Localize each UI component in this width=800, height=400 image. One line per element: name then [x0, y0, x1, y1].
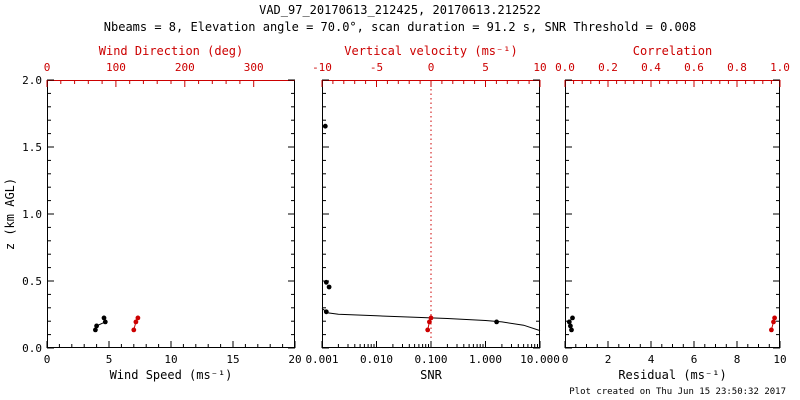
bottom-tick-label: 10 [773, 353, 786, 366]
top-tick-label: 0 [44, 61, 51, 74]
top-tick-label: 5 [482, 61, 489, 74]
bottom-tick-label: 10 [164, 353, 177, 366]
plot-created-timestamp: Plot created on Thu Jun 15 23:50:32 2017 [569, 387, 786, 397]
bottom-tick-label: 6 [691, 353, 698, 366]
bottom-tick-label: 8 [734, 353, 741, 366]
bottom-axis-label: Wind Speed (ms⁻¹) [110, 368, 233, 382]
bottom-tick-label: 0 [562, 353, 569, 366]
top-axis-label: Correlation [633, 44, 712, 58]
top-tick-label: 300 [244, 61, 264, 74]
bottom-tick-label: 0 [44, 353, 51, 366]
bottom-tick-label: 4 [648, 353, 655, 366]
top-tick-label: 0 [428, 61, 435, 74]
bottom-axis-label: SNR [420, 368, 442, 382]
bottom-axis-label: Residual (ms⁻¹) [618, 368, 726, 382]
top-axis-label: Vertical velocity (ms⁻¹) [344, 44, 517, 58]
series-correlation [769, 315, 777, 333]
panel-residual: 0 2 4 6 8 10 0.0 0.2 0.4 0.6 0.8 1.0 Residual (ms⁻¹)… [555, 44, 790, 382]
series-vertical-velocity [425, 315, 434, 333]
top-tick-label: -5 [370, 61, 383, 74]
bottom-tick-label: 2 [605, 353, 612, 366]
y-tick-label: 0.0 [22, 342, 42, 355]
bottom-tick-label: 1.000 [469, 353, 502, 366]
bottom-tick-label: 20 [288, 353, 301, 366]
bottom-tick-label: 0.100 [414, 353, 447, 366]
series-residual [566, 315, 575, 333]
top-tick-label: 0.6 [684, 61, 704, 74]
y-axis-label: z (km AGL) [3, 178, 17, 250]
top-tick-label: 1.0 [770, 61, 790, 74]
series-wind-direction [131, 315, 141, 333]
y-tick-label: 1.5 [22, 141, 42, 154]
top-tick-label: 0.0 [555, 61, 575, 74]
bottom-tick-label: 0.001 [305, 353, 338, 366]
top-tick-label: 0.4 [641, 61, 661, 74]
y-tick-label: 2.0 [22, 74, 42, 87]
top-tick-label: -10 [312, 61, 332, 74]
top-tick-label: 200 [175, 61, 195, 74]
top-axis-label: Wind Direction (deg) [99, 44, 244, 58]
series-snr-points [322, 123, 499, 325]
series-wind-speed [93, 315, 108, 333]
y-tick-label: 1.0 [22, 208, 42, 221]
bottom-tick-label: 5 [106, 353, 113, 366]
bottom-tick-label: 15 [226, 353, 239, 366]
bottom-tick-label: 10.000 [520, 353, 560, 366]
top-tick-label: 10 [533, 61, 546, 74]
plot-subtitle: Nbeams = 8, Elevation angle = 70.0°, sca… [103, 20, 697, 34]
bottom-tick-label: 0.010 [360, 353, 393, 366]
top-tick-label: 0.2 [598, 61, 618, 74]
panel-snr: 0.001 0.010 0.100 1.000 10.000 -10 -5 0 5 10 SNR Ve… [305, 44, 559, 382]
plot-title: VAD_97_20170613_212425, 20170613.212522 [259, 3, 541, 17]
top-tick-label: 100 [106, 61, 126, 74]
y-tick-label: 0.5 [22, 275, 42, 288]
top-tick-label: 0.8 [727, 61, 747, 74]
